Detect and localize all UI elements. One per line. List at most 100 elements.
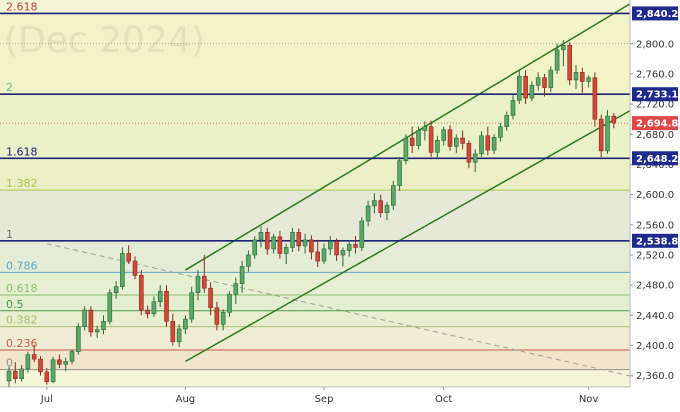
candle: [479, 131, 484, 157]
candle: [227, 291, 232, 317]
candle: [126, 245, 131, 265]
price-badge: 2,538.8: [632, 233, 678, 248]
fib-label: 1.618: [6, 145, 38, 158]
fib-band: [0, 240, 630, 273]
fib-label: 1.382: [6, 177, 38, 190]
fib-bands: [0, 13, 630, 370]
candle: [573, 64, 579, 90]
candle-body: [472, 153, 478, 163]
candle: [183, 315, 188, 335]
fib-band: [0, 158, 630, 191]
candle-body: [202, 275, 207, 289]
price-tick-label: 2,400.0: [636, 341, 674, 352]
candle-body: [76, 326, 81, 352]
candle-body: [460, 137, 465, 144]
price-badge-box: [632, 151, 678, 166]
price-badge: 2,733.1: [632, 87, 678, 102]
candle: [535, 72, 541, 91]
candle-body: [359, 220, 365, 248]
fib-band: [0, 310, 630, 327]
candle-body: [120, 253, 125, 287]
candle-body: [498, 126, 503, 138]
time-axis-label: Aug: [176, 394, 196, 405]
candle: [290, 227, 295, 252]
candle-body: [548, 69, 554, 88]
price-tick-label: 2,680.0: [636, 130, 674, 141]
candle: [466, 140, 472, 169]
candle-body: [491, 136, 497, 151]
price-badge-box: [632, 116, 678, 131]
candle: [44, 368, 50, 385]
price-tick-label: 2,360.0: [636, 371, 674, 382]
fib-band: [0, 350, 630, 370]
candle: [19, 365, 24, 382]
candle: [422, 121, 428, 141]
candle: [542, 73, 547, 97]
candle-body: [466, 143, 472, 163]
candle-body: [214, 307, 220, 325]
candle-body: [523, 75, 528, 99]
candle: [485, 126, 491, 156]
time-axis-label: Nov: [579, 394, 599, 405]
time-axis-label: Oct: [435, 394, 452, 405]
candle: [145, 305, 150, 319]
price-badge-label: 2,840.2: [636, 9, 678, 20]
dashed-trendline: [46, 243, 640, 379]
fib-band: [0, 326, 630, 351]
candle-body: [447, 129, 453, 147]
candle: [586, 75, 591, 88]
candle-body: [542, 77, 547, 88]
candle: [491, 134, 497, 154]
candle: [460, 130, 465, 150]
candle-body: [277, 236, 283, 254]
candle: [63, 357, 69, 372]
candle: [554, 43, 560, 74]
candle-body: [50, 359, 56, 383]
candle: [25, 351, 31, 373]
candle: [101, 315, 106, 335]
candle-body: [321, 248, 327, 262]
candle-body: [535, 77, 541, 86]
diagonal-trendline: [46, 243, 640, 379]
candle-body: [38, 358, 43, 373]
time-axis-label: Jul: [40, 394, 53, 405]
candle: [283, 243, 289, 265]
candle: [233, 277, 239, 305]
candle-body: [44, 371, 50, 383]
candle-body: [107, 292, 113, 322]
candle-body: [567, 44, 573, 81]
price-badge: 2,648.2: [632, 151, 678, 166]
candle-body: [510, 100, 516, 116]
candle: [176, 324, 182, 348]
candle-body: [340, 250, 346, 256]
candle-body: [101, 321, 106, 330]
candle: [113, 281, 119, 299]
candle-body: [296, 232, 302, 247]
candle: [94, 325, 100, 338]
price-tick-label: 2,640.0: [636, 160, 674, 171]
candle-body: [139, 275, 144, 311]
candle-body: [252, 239, 257, 256]
fib-label: 0.786: [6, 259, 38, 272]
candle: [195, 270, 201, 301]
candle-body: [504, 115, 510, 128]
fib-band: [0, 272, 630, 295]
price-badge-label: 2,538.8: [636, 236, 678, 247]
candle: [214, 301, 220, 331]
price-badges: 2,840.2 2,733.1 2,648.2 2,538.8 2,694.8: [632, 6, 678, 248]
candle-body: [63, 361, 69, 365]
candle: [359, 217, 365, 252]
candle-body: [416, 130, 421, 146]
candle: [208, 282, 213, 316]
price-badge-box: [632, 6, 678, 21]
candle-body: [365, 205, 371, 222]
price-badge: 2,694.8: [632, 116, 678, 131]
candle-body: [151, 301, 157, 315]
candle-body: [441, 129, 447, 141]
fib-label: 0.382: [6, 314, 38, 327]
candle-body: [189, 292, 194, 320]
fib-band: [0, 190, 630, 241]
candle-body: [605, 115, 610, 152]
price-badge-label: 2,733.1: [636, 90, 678, 101]
candle-body: [157, 290, 163, 303]
